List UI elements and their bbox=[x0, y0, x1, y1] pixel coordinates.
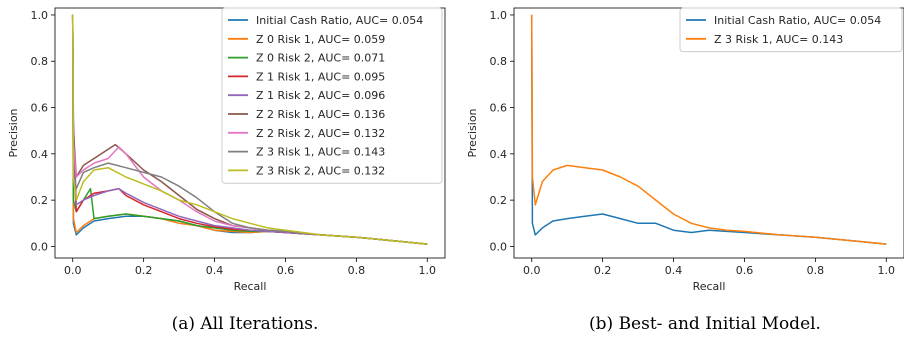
y-axis-label: Precision bbox=[466, 108, 479, 157]
y-tick-label: 0.8 bbox=[490, 55, 508, 68]
x-tick-label: 1.0 bbox=[878, 264, 896, 277]
x-tick-label: 0.8 bbox=[807, 264, 825, 277]
series-group bbox=[71, 14, 428, 245]
y-axis-label: Precision bbox=[7, 108, 20, 157]
y-tick-label: 0.8 bbox=[31, 55, 49, 68]
legend-box bbox=[679, 7, 903, 53]
legend-entry-1: Initial Cash Ratio, AUC= 0.054 bbox=[714, 14, 881, 27]
chart-panel-a: 0.0 0.2 0.4 0.6 0.8 1.0 0.0 0.2 0.4 0.6 0.8 1.0 Reca… bbox=[7, 7, 446, 334]
x-tick-label: 0.8 bbox=[348, 264, 366, 277]
x-tick-label: 0.6 bbox=[277, 264, 295, 277]
legend-entry-9: Z 3 Risk 2, AUC= 0.132 bbox=[256, 164, 385, 177]
legend-entry-3: Z 0 Risk 2, AUC= 0.071 bbox=[256, 52, 385, 65]
legend-box bbox=[221, 7, 443, 184]
series-group bbox=[530, 14, 887, 245]
legend-entry-2: Z 0 Risk 1, AUC= 0.059 bbox=[256, 33, 385, 46]
x-tick-label: 0.4 bbox=[665, 264, 683, 277]
legend-entry-7: Z 2 Risk 2, AUC= 0.132 bbox=[256, 127, 385, 140]
y-tick-label: 1.0 bbox=[31, 9, 49, 22]
series-line-2 bbox=[530, 14, 887, 245]
x-axis-label: Recall bbox=[234, 280, 267, 293]
y-tick-label: 0.0 bbox=[31, 240, 49, 253]
y-tick-label: 0.6 bbox=[490, 102, 508, 115]
legend-entry-4: Z 1 Risk 1, AUC= 0.095 bbox=[256, 70, 385, 83]
y-tick-label: 0.0 bbox=[490, 240, 508, 253]
figure-caption: (a) All Iterations. bbox=[172, 314, 319, 334]
legend-entry-8: Z 3 Risk 1, AUC= 0.143 bbox=[256, 146, 385, 159]
x-tick-label: 0.2 bbox=[594, 264, 612, 277]
y-tick-label: 0.4 bbox=[490, 148, 508, 161]
legend-entry-1: Initial Cash Ratio, AUC= 0.054 bbox=[256, 14, 423, 27]
x-tick-label: 0.6 bbox=[736, 264, 754, 277]
y-tick-label: 1.0 bbox=[490, 9, 508, 22]
legend-entry-5: Z 1 Risk 2, AUC= 0.096 bbox=[256, 89, 385, 102]
x-tick-label: 0.0 bbox=[523, 264, 541, 277]
x-tick-label: 1.0 bbox=[419, 264, 437, 277]
y-tick-label: 0.2 bbox=[31, 194, 49, 207]
x-tick-label: 0.0 bbox=[64, 264, 82, 277]
x-tick-label: 0.4 bbox=[206, 264, 224, 277]
chart-panel-b: 0.0 0.2 0.4 0.6 0.8 1.0 0.0 0.2 0.4 0.6 0.8 1.0 Reca… bbox=[466, 7, 904, 334]
x-axis-label: Recall bbox=[693, 280, 726, 293]
x-tick-label: 0.2 bbox=[135, 264, 153, 277]
legend-entry-6: Z 2 Risk 1, AUC= 0.136 bbox=[256, 108, 385, 121]
figure-caption: (b) Best- and Initial Model. bbox=[589, 314, 821, 334]
y-tick-label: 0.2 bbox=[490, 194, 508, 207]
legend-entry-2: Z 3 Risk 1, AUC= 0.143 bbox=[714, 33, 843, 46]
series-line-9 bbox=[71, 14, 428, 245]
y-tick-label: 0.6 bbox=[31, 102, 49, 115]
y-tick-label: 0.4 bbox=[31, 148, 49, 161]
